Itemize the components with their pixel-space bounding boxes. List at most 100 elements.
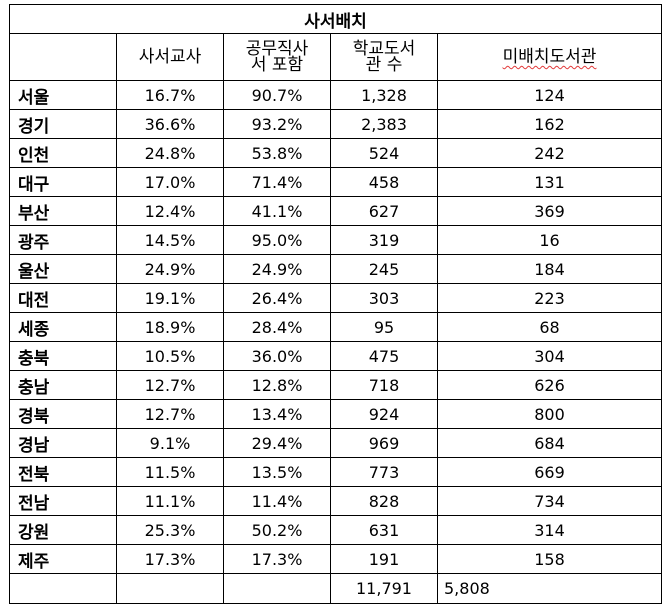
incl-civil-servant-cell[interactable]: 12.8% [223,370,331,400]
school-libraries-cell[interactable]: 631 [330,515,438,545]
librarian-teacher-cell[interactable]: 9.1% [116,428,224,458]
table-title[interactable]: 사서배치 [9,4,662,34]
librarian-placement-table: 사서배치 사서교사 공무직사 서 포함 학교도서 관 수 미배치도서관 [9,4,662,604]
incl-civil-servant-cell[interactable]: 11.4% [223,486,331,516]
incl-civil-servant-cell[interactable]: 13.5% [223,457,331,487]
incl-civil-servant-cell[interactable]: 53.8% [223,138,331,168]
region-cell[interactable]: 대전 [9,283,117,313]
unstaffed-cell[interactable]: 16 [437,225,662,255]
totals-blank-cell[interactable] [9,573,117,604]
unstaffed-cell[interactable]: 223 [437,283,662,313]
school-libraries-cell[interactable]: 828 [330,486,438,516]
region-cell[interactable]: 충남 [9,370,117,400]
unstaffed-cell[interactable]: 684 [437,428,662,458]
region-cell[interactable]: 전북 [9,457,117,487]
unstaffed-cell[interactable]: 800 [437,399,662,429]
incl-civil-servant-cell[interactable]: 90.7% [223,80,331,110]
header-unstaffed-libraries-label: 미배치도서관 [502,47,597,67]
school-libraries-cell[interactable]: 458 [330,167,438,197]
region-cell[interactable]: 강원 [9,515,117,545]
unstaffed-cell[interactable]: 314 [437,515,662,545]
region-cell[interactable]: 경기 [9,109,117,139]
incl-civil-servant-cell[interactable]: 29.4% [223,428,331,458]
header-librarian-teacher[interactable]: 사서교사 [116,33,224,81]
school-libraries-cell[interactable]: 2,383 [330,109,438,139]
librarian-teacher-cell[interactable]: 11.5% [116,457,224,487]
unstaffed-cell[interactable]: 124 [437,80,662,110]
region-cell[interactable]: 충북 [9,341,117,371]
librarian-teacher-cell[interactable]: 16.7% [116,80,224,110]
librarian-teacher-cell[interactable]: 18.9% [116,312,224,342]
school-libraries-cell[interactable]: 773 [330,457,438,487]
unstaffed-cell[interactable]: 184 [437,254,662,284]
school-libraries-cell[interactable]: 245 [330,254,438,284]
unstaffed-cell[interactable]: 68 [437,312,662,342]
incl-civil-servant-cell[interactable]: 13.4% [223,399,331,429]
incl-civil-servant-cell[interactable]: 50.2% [223,515,331,545]
incl-civil-servant-cell[interactable]: 71.4% [223,167,331,197]
school-libraries-cell[interactable]: 718 [330,370,438,400]
incl-civil-servant-cell[interactable]: 28.4% [223,312,331,342]
unstaffed-cell[interactable]: 734 [437,486,662,516]
region-cell[interactable]: 울산 [9,254,117,284]
region-cell[interactable]: 경남 [9,428,117,458]
school-libraries-cell[interactable]: 475 [330,341,438,371]
school-libraries-cell[interactable]: 95 [330,312,438,342]
librarian-teacher-cell[interactable]: 12.4% [116,196,224,226]
unstaffed-cell[interactable]: 158 [437,544,662,574]
region-cell[interactable]: 대구 [9,167,117,197]
region-cell[interactable]: 인천 [9,138,117,168]
totals-blank-cell[interactable] [223,573,331,604]
school-libraries-cell[interactable]: 303 [330,283,438,313]
region-cell[interactable]: 경북 [9,399,117,429]
total-school-libraries-cell[interactable]: 11,791 [330,573,438,604]
region-cell[interactable]: 서울 [9,80,117,110]
incl-civil-servant-cell[interactable]: 24.9% [223,254,331,284]
incl-civil-servant-cell[interactable]: 17.3% [223,544,331,574]
librarian-teacher-cell[interactable]: 12.7% [116,399,224,429]
unstaffed-cell[interactable]: 304 [437,341,662,371]
librarian-teacher-cell[interactable]: 11.1% [116,486,224,516]
incl-civil-servant-cell[interactable]: 26.4% [223,283,331,313]
school-libraries-cell[interactable]: 1,328 [330,80,438,110]
school-libraries-cell[interactable]: 191 [330,544,438,574]
region-cell[interactable]: 부산 [9,196,117,226]
incl-civil-servant-cell[interactable]: 95.0% [223,225,331,255]
region-cell[interactable]: 제주 [9,544,117,574]
unstaffed-cell[interactable]: 162 [437,109,662,139]
header-region-blank[interactable] [9,33,117,81]
header-row: 사서교사 공무직사 서 포함 학교도서 관 수 미배치도서관 [9,33,662,81]
librarian-teacher-cell[interactable]: 24.9% [116,254,224,284]
header-unstaffed-libraries[interactable]: 미배치도서관 [437,33,662,81]
school-libraries-cell[interactable]: 924 [330,399,438,429]
total-unstaffed-cell[interactable]: 5,808 [437,573,662,604]
unstaffed-cell[interactable]: 242 [437,138,662,168]
librarian-teacher-cell[interactable]: 19.1% [116,283,224,313]
librarian-teacher-cell[interactable]: 17.0% [116,167,224,197]
school-libraries-cell[interactable]: 524 [330,138,438,168]
librarian-teacher-cell[interactable]: 25.3% [116,515,224,545]
region-cell[interactable]: 전남 [9,486,117,516]
school-libraries-cell[interactable]: 627 [330,196,438,226]
region-cell[interactable]: 세종 [9,312,117,342]
librarian-teacher-cell[interactable]: 10.5% [116,341,224,371]
unstaffed-cell[interactable]: 369 [437,196,662,226]
incl-civil-servant-cell[interactable]: 93.2% [223,109,331,139]
table-row: 충남 12.7% 12.8% 718 626 [9,370,662,400]
librarian-teacher-cell[interactable]: 12.7% [116,370,224,400]
incl-civil-servant-cell[interactable]: 36.0% [223,341,331,371]
region-cell[interactable]: 광주 [9,225,117,255]
unstaffed-cell[interactable]: 626 [437,370,662,400]
librarian-teacher-cell[interactable]: 24.8% [116,138,224,168]
header-school-libraries[interactable]: 학교도서 관 수 [330,33,438,81]
unstaffed-cell[interactable]: 131 [437,167,662,197]
header-incl-civil-servant[interactable]: 공무직사 서 포함 [223,33,331,81]
incl-civil-servant-cell[interactable]: 41.1% [223,196,331,226]
librarian-teacher-cell[interactable]: 17.3% [116,544,224,574]
librarian-teacher-cell[interactable]: 14.5% [116,225,224,255]
totals-blank-cell[interactable] [116,573,224,604]
school-libraries-cell[interactable]: 319 [330,225,438,255]
school-libraries-cell[interactable]: 969 [330,428,438,458]
librarian-teacher-cell[interactable]: 36.6% [116,109,224,139]
unstaffed-cell[interactable]: 669 [437,457,662,487]
